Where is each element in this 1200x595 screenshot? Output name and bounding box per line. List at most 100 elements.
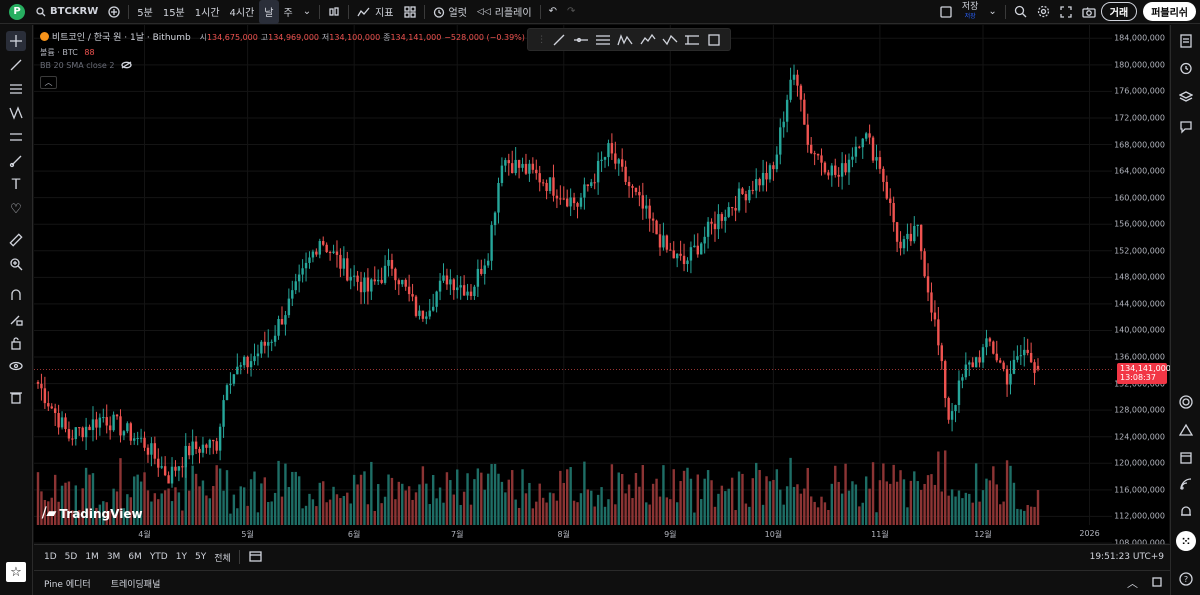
collapse-legend-button[interactable]: ︿ (40, 76, 57, 89)
candle-body (493, 212, 497, 226)
range-all[interactable]: 전체 (214, 553, 231, 564)
candle-body (658, 234, 662, 248)
news-button[interactable] (1176, 474, 1196, 494)
elliott-wave-icon[interactable] (640, 33, 656, 47)
range-6m[interactable]: 6M (128, 552, 142, 562)
indicator-legend[interactable]: BB 20 SMA close 2 (40, 61, 132, 70)
drag-handle-icon[interactable]: ⋮ (537, 34, 547, 45)
chart-type-button[interactable] (323, 0, 345, 24)
layout-button[interactable] (935, 0, 957, 24)
calendar-button[interactable] (1176, 447, 1196, 467)
candle-body (322, 241, 325, 245)
goto-date-button[interactable] (243, 550, 268, 565)
volume-bar (486, 473, 490, 525)
watchlist-button[interactable] (1176, 31, 1196, 51)
templates-button[interactable] (399, 0, 421, 24)
range-3m[interactable]: 3M (106, 552, 121, 562)
price-axis[interactable]: 184,000,000 180,000,000 176,000,000 172,000… (1112, 25, 1169, 548)
help-button[interactable]: ? (1176, 569, 1196, 589)
compare-button[interactable] (103, 0, 125, 24)
bell-icon (1181, 506, 1191, 516)
range-ytd[interactable]: YTD (149, 552, 168, 562)
alerts-panel-button[interactable] (1176, 58, 1196, 78)
range-1d[interactable]: 1D (44, 552, 57, 562)
volume-bar (242, 487, 246, 525)
candle-body (304, 262, 308, 269)
remove-tool[interactable] (6, 387, 26, 407)
brush-tool[interactable] (6, 151, 26, 171)
crosshair-tool[interactable] (6, 31, 26, 51)
range-icon[interactable] (684, 33, 700, 47)
candle-body (78, 427, 81, 429)
replay-button[interactable]: ◁◁ 리플레이 (472, 0, 537, 24)
interval-15m[interactable]: 15분 (162, 8, 185, 19)
range-5y[interactable]: 5Y (194, 552, 207, 562)
interval-5m[interactable]: 5분 (137, 8, 153, 19)
prediction-tool[interactable] (6, 127, 26, 147)
snapshot-button[interactable] (1077, 0, 1101, 24)
zoom-tool[interactable] (6, 254, 26, 274)
interval-dropdown[interactable]: ⌄ (298, 0, 316, 24)
candle-body (273, 335, 277, 342)
range-1m[interactable]: 1M (85, 552, 99, 562)
fullscreen-button[interactable] (1055, 0, 1077, 24)
chart-pane[interactable] (34, 25, 1112, 544)
symbol-search[interactable]: BTCKRW (31, 0, 103, 24)
user-avatar[interactable]: P (9, 3, 25, 20)
horizontal-ray-icon[interactable] (573, 33, 589, 47)
volume-bar (390, 477, 394, 525)
candlestick-chart[interactable] (34, 25, 1112, 544)
object-tree-button[interactable] (1176, 87, 1196, 107)
settings-button[interactable] (1032, 0, 1055, 24)
alert-button[interactable]: 얼럿 (428, 0, 472, 24)
chats-button[interactable] (1176, 117, 1196, 137)
timezone-clock[interactable]: 19:51:23 UTC+9 (1089, 552, 1164, 562)
hide-tool[interactable] (6, 356, 26, 376)
candle-body (267, 342, 270, 346)
range-1y[interactable]: 1Y (175, 552, 187, 562)
icon-tool[interactable]: ♡ (6, 199, 26, 219)
interval-1h[interactable]: 1시간 (194, 8, 220, 19)
ideas-button[interactable] (1176, 392, 1196, 412)
save-button[interactable]: 저장 저장 (957, 0, 984, 24)
magnet-tool[interactable] (6, 285, 26, 305)
range-5d[interactable]: 5D (64, 552, 78, 562)
time-axis[interactable]: 4월 5월 6월 7월 8월 9월 10월 11월 12월 2026 (34, 527, 1112, 543)
series-title[interactable]: 비트코인 / 한국 원 · 1날 · Bithumb (51, 33, 191, 43)
undo-button[interactable]: ↶ (544, 0, 562, 24)
eye-hidden-icon[interactable] (121, 61, 132, 69)
lock-tool[interactable] (6, 333, 26, 353)
lock-drawing-tool[interactable] (6, 309, 26, 329)
interval-week[interactable]: 주 (283, 8, 293, 19)
trade-button[interactable]: 거래 (1100, 2, 1138, 21)
measure-tool[interactable] (6, 230, 26, 250)
trendline-icon[interactable] (552, 33, 566, 47)
abc-wave-icon[interactable] (662, 33, 678, 47)
notifications-button[interactable] (1176, 502, 1196, 522)
tab-trading-panel[interactable]: 트레이딩패널 (110, 579, 161, 590)
screener-button[interactable] (1176, 420, 1196, 440)
products-button[interactable]: ⁙ (1176, 531, 1196, 551)
quick-search-button[interactable] (1009, 0, 1032, 24)
candle-body (645, 205, 648, 209)
publish-button[interactable]: 퍼블리쉬 (1143, 2, 1196, 21)
indicators-button[interactable]: 지표 (352, 0, 398, 24)
interval-day[interactable]: 날 (259, 0, 279, 24)
save-dropdown[interactable]: ⌄ (983, 0, 1001, 24)
volume-bar (222, 490, 225, 525)
favorites-tool[interactable]: ☆ (6, 562, 26, 582)
tradingview-logo[interactable]: ⧸▰ TradingView (42, 506, 143, 521)
pattern-tool[interactable] (6, 103, 26, 123)
parallel-channel-icon[interactable] (595, 33, 611, 47)
expand-panel-button[interactable]: ︿ (1121, 575, 1144, 591)
maximize-panel-button[interactable] (1144, 576, 1170, 590)
interval-4h[interactable]: 4시간 (229, 8, 255, 19)
trendline-tool[interactable] (6, 55, 26, 75)
redo-button[interactable]: ↷ (562, 0, 580, 24)
rectangle-icon[interactable] (707, 33, 721, 47)
fib-tool[interactable] (6, 79, 26, 99)
volume-bar (466, 473, 469, 525)
tab-pine-editor[interactable]: Pine 에디터 (44, 579, 91, 590)
text-tool[interactable]: T (6, 175, 26, 195)
xabcd-pattern-icon[interactable] (617, 33, 633, 47)
